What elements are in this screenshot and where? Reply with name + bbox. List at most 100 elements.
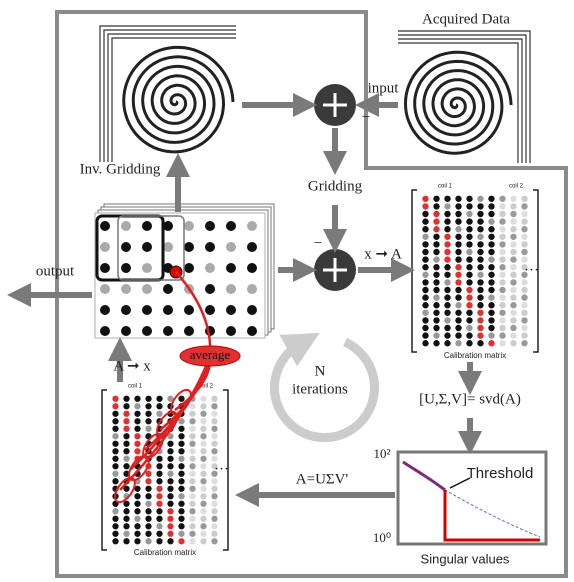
matrix-dot xyxy=(134,538,140,544)
matrix-dot xyxy=(466,234,472,240)
sample-dot xyxy=(100,305,110,315)
matrix-dot xyxy=(178,448,184,454)
matrix-dot xyxy=(112,508,118,514)
matrix-dot xyxy=(200,493,206,499)
matrix-dot xyxy=(444,325,450,331)
matrix-dot xyxy=(178,396,184,402)
matrix-dot xyxy=(521,332,527,338)
sample-dot xyxy=(226,263,236,273)
matrix-dot xyxy=(145,523,151,529)
axis-label: Singular values xyxy=(421,551,510,566)
matrix-dot xyxy=(112,516,118,522)
ellipsis: ··· xyxy=(524,262,539,278)
matrix-dot xyxy=(134,531,140,537)
matrix-dot xyxy=(477,287,483,293)
matrix-dot xyxy=(510,317,516,323)
matrix-dot xyxy=(521,302,527,308)
sample-dot xyxy=(184,263,194,273)
matrix-dot xyxy=(444,264,450,270)
sample-dot xyxy=(100,221,110,231)
sample-dot xyxy=(163,284,173,294)
matrix-dot xyxy=(521,218,527,224)
matrix-dot xyxy=(455,279,461,285)
matrix-dot xyxy=(444,218,450,224)
matrix-dot xyxy=(211,501,217,507)
matrix-dot xyxy=(466,302,472,308)
matrix-dot xyxy=(444,256,450,262)
matrix-dot xyxy=(211,531,217,537)
matrix-dot xyxy=(178,523,184,529)
matrix-dot xyxy=(167,516,173,522)
label: N xyxy=(315,363,326,379)
matrix-dot xyxy=(156,486,162,492)
matrix-dot xyxy=(156,471,162,477)
matrix-dot xyxy=(477,226,483,232)
matrix-dot xyxy=(112,538,118,544)
matrix-dot xyxy=(466,340,472,346)
matrix-dot xyxy=(433,302,439,308)
matrix-dot xyxy=(455,211,461,217)
matrix-dot xyxy=(488,302,494,308)
matrix-dot xyxy=(211,478,217,484)
matrix-dot xyxy=(189,531,195,537)
matrix-dot xyxy=(112,433,118,439)
matrix-dot xyxy=(455,218,461,224)
matrix-dot xyxy=(123,448,129,454)
matrix-dot xyxy=(189,486,195,492)
matrix-dot xyxy=(178,456,184,462)
matrix-dot xyxy=(499,196,505,202)
matrix-dot xyxy=(167,471,173,477)
sample-dot xyxy=(205,242,215,252)
sample-dot xyxy=(247,263,257,273)
matrix-dot xyxy=(455,317,461,323)
sample-dot xyxy=(100,242,110,252)
sample-dot xyxy=(205,263,215,273)
matrix-dot xyxy=(477,218,483,224)
sample-dot xyxy=(247,305,257,315)
bracket xyxy=(102,390,228,550)
matrix-dot xyxy=(167,463,173,469)
matrix-dot xyxy=(156,516,162,522)
matrix-dot xyxy=(488,249,494,255)
matrix-dot xyxy=(444,226,450,232)
matrix-dot xyxy=(444,317,450,323)
matrix-dot xyxy=(200,456,206,462)
matrix-dot xyxy=(200,531,206,537)
matrix-dot xyxy=(422,272,428,278)
matrix-dot xyxy=(433,241,439,247)
matrix-dot xyxy=(444,211,450,217)
matrix-dot xyxy=(189,471,195,477)
matrix-dot xyxy=(112,478,118,484)
matrix-dot xyxy=(521,340,527,346)
matrix-dot xyxy=(466,264,472,270)
matrix-dot xyxy=(112,471,118,477)
matrix-dot xyxy=(145,531,151,537)
matrix-dot xyxy=(200,411,206,417)
matrix-dot xyxy=(433,340,439,346)
sample-dot xyxy=(121,284,131,294)
matrix-dot xyxy=(145,411,151,417)
matrix-dot xyxy=(145,508,151,514)
matrix-dot xyxy=(510,272,516,278)
matrix-dot xyxy=(211,538,217,544)
matrix-dot xyxy=(178,501,184,507)
matrix-dot xyxy=(211,448,217,454)
matrix-dot xyxy=(211,433,217,439)
matrix-dot xyxy=(167,501,173,507)
matrix-dot xyxy=(134,448,140,454)
matrix-dot xyxy=(499,211,505,217)
matrix-dot xyxy=(178,426,184,432)
matrix-dot xyxy=(510,264,516,270)
matrix-dot xyxy=(145,396,151,402)
matrix-dot xyxy=(189,493,195,499)
matrix-dot xyxy=(488,256,494,262)
sample-dot xyxy=(226,221,236,231)
matrix-dot xyxy=(134,418,140,424)
matrix-dot xyxy=(521,211,527,217)
matrix-dot xyxy=(123,531,129,537)
sample-dot xyxy=(121,263,131,273)
matrix-dot xyxy=(200,403,206,409)
matrix-dot xyxy=(455,340,461,346)
matrix-dot xyxy=(499,272,505,278)
matrix-dot xyxy=(433,332,439,338)
